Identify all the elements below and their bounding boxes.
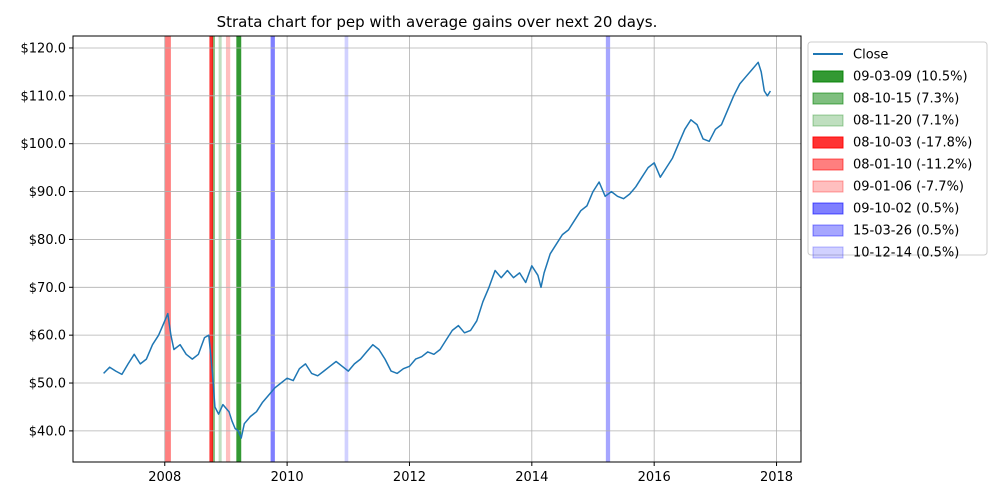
x-tick-label-4: 2016 bbox=[638, 470, 671, 485]
y-tick-label-6: $100.0 bbox=[21, 137, 67, 152]
y-tick-label-8: $120.0 bbox=[21, 41, 67, 56]
plot-frame bbox=[72, 35, 802, 463]
y-tick-label-2: $60.0 bbox=[29, 329, 66, 344]
x-axis: 2008 2010 2012 2014 2016 2018 bbox=[148, 462, 793, 485]
grid bbox=[73, 36, 801, 462]
legend-label-band-6: 09-10-02 (0.5%) bbox=[853, 202, 959, 217]
legend-swatch-5 bbox=[812, 180, 844, 193]
band-7 bbox=[605, 36, 611, 462]
band-3 bbox=[209, 36, 214, 462]
legend-label-band-1: 08-10-15 (7.3%) bbox=[853, 92, 959, 107]
y-tick-label-1: $50.0 bbox=[29, 377, 66, 392]
x-tick-label-2: 2012 bbox=[393, 470, 426, 485]
legend-label-band-4: 08-01-10 (-11.2%) bbox=[853, 158, 972, 173]
x-tick-label-3: 2014 bbox=[515, 470, 548, 485]
band-8 bbox=[344, 36, 349, 462]
band-2 bbox=[218, 36, 222, 462]
legend-swatch-2 bbox=[812, 114, 844, 127]
band-1 bbox=[211, 36, 215, 462]
y-tick-label-5: $90.0 bbox=[29, 185, 66, 200]
legend-box bbox=[807, 41, 988, 256]
y-tick-label-7: $110.0 bbox=[21, 89, 67, 104]
highlight-bands bbox=[164, 36, 611, 462]
legend-label-band-7: 15-03-26 (0.5%) bbox=[853, 224, 959, 239]
y-tick-label-3: $70.0 bbox=[29, 281, 66, 296]
legend-swatch-1 bbox=[812, 92, 844, 105]
legend-label-band-3: 08-10-03 (-17.8%) bbox=[853, 136, 972, 151]
x-tick-label-5: 2018 bbox=[760, 470, 793, 485]
legend-label-band-5: 09-01-06 (-7.7%) bbox=[853, 180, 964, 195]
y-tick-label-4: $80.0 bbox=[29, 233, 66, 248]
x-tick-label-1: 2010 bbox=[271, 470, 304, 485]
legend-swatch-8 bbox=[812, 246, 844, 259]
series-lines bbox=[103, 61, 772, 439]
legend-label-band-0: 09-03-09 (10.5%) bbox=[853, 70, 968, 85]
band-5 bbox=[225, 36, 231, 462]
chart-title: Strata chart for pep with average gains … bbox=[217, 13, 658, 31]
band-0 bbox=[236, 36, 242, 462]
legend: Close 09-03-09 (10.5%) 08-10-15 (7.3%) 08-1… bbox=[807, 41, 988, 261]
y-tick-label-0: $40.0 bbox=[29, 424, 66, 439]
legend-swatch-7 bbox=[812, 224, 844, 237]
y-axis: $40.0 $50.0 $60.0 $70.0 $80.0 $90.0 $100.0 $110… bbox=[21, 41, 73, 439]
band-4 bbox=[164, 36, 171, 462]
legend-swatch-6 bbox=[812, 202, 844, 215]
band-6 bbox=[270, 36, 275, 462]
series-line-0 bbox=[103, 61, 772, 439]
legend-swatch-0 bbox=[812, 70, 844, 83]
x-tick-label-0: 2008 bbox=[148, 470, 181, 485]
legend-label-0: Close bbox=[853, 48, 888, 63]
legend-swatch-4 bbox=[812, 158, 844, 171]
legend-label-band-8: 10-12-14 (0.5%) bbox=[853, 246, 959, 261]
legend-label-band-2: 08-11-20 (7.1%) bbox=[853, 114, 959, 129]
legend-swatch-3 bbox=[812, 136, 844, 149]
